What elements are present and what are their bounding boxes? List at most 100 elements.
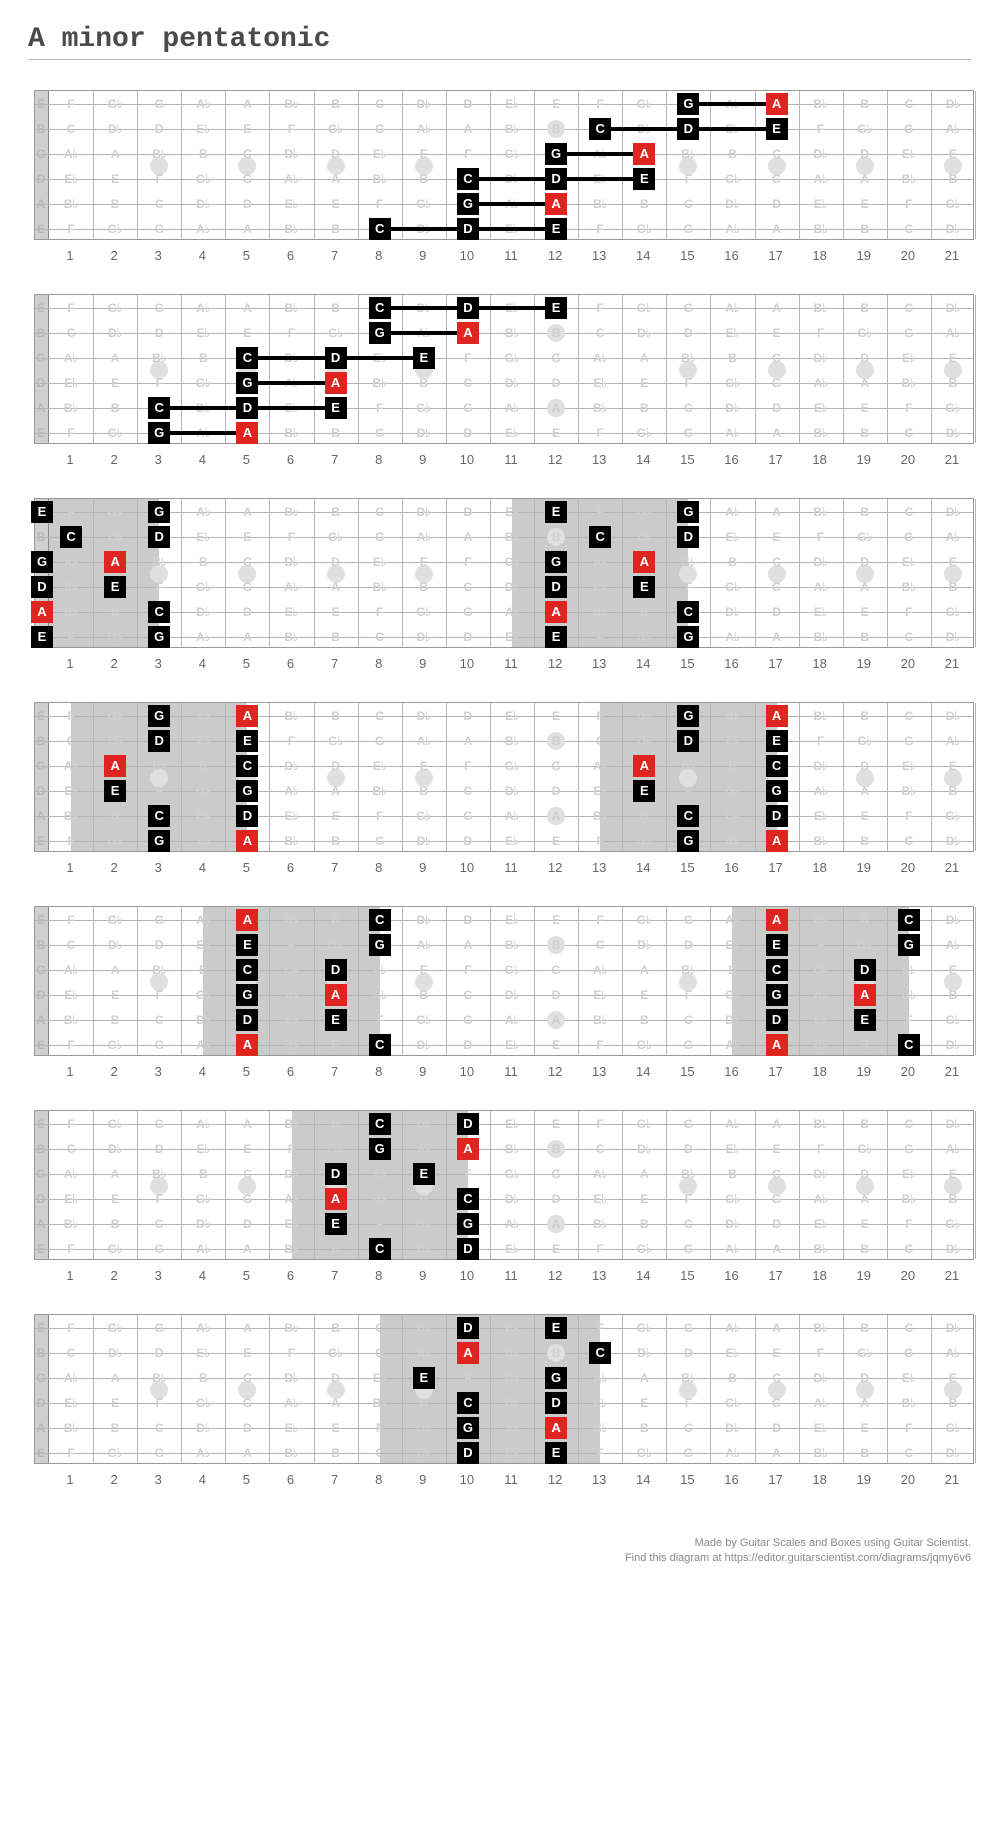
fret-number: 10 (460, 1268, 474, 1283)
scale-note: G (545, 1367, 567, 1389)
scale-note: E (545, 218, 567, 240)
scale-note: C (369, 218, 391, 240)
fret-line (181, 907, 182, 1055)
string-line (35, 970, 973, 971)
inlay-dot (547, 1011, 565, 1029)
fret-line (578, 499, 579, 647)
fret-line (269, 295, 270, 443)
string-line (35, 587, 973, 588)
fret-line (402, 907, 403, 1055)
inlay-dot (150, 361, 168, 379)
fret-line (314, 499, 315, 647)
scale-note: G (369, 934, 391, 956)
inlay-dot (150, 157, 168, 175)
fret-line (755, 499, 756, 647)
fret-line (666, 1111, 667, 1259)
nut (35, 907, 49, 1055)
fret-number: 20 (901, 452, 915, 467)
fret-line (622, 91, 623, 239)
scale-note: C (589, 118, 611, 140)
fret-number: 9 (419, 1064, 426, 1079)
fret-number: 16 (724, 1064, 738, 1079)
fret-line (799, 295, 800, 443)
root-note: A (236, 705, 258, 727)
fret-line (402, 1111, 403, 1259)
position-box (732, 907, 908, 1055)
fret-number: 21 (945, 1064, 959, 1079)
fret-number: 5 (243, 860, 250, 875)
scale-note: E (31, 626, 53, 648)
footer-line2: Find this diagram at https://editor.guit… (28, 1551, 971, 1566)
fret-line (358, 499, 359, 647)
inlay-dot (768, 1177, 786, 1195)
open-string-label: E (31, 1242, 51, 1256)
fret-number: 7 (331, 1064, 338, 1079)
fret-number: 15 (680, 452, 694, 467)
fret-number: 13 (592, 860, 606, 875)
fretboard: EBGDAEFG♭GA♭AB♭BCD♭E♭FG♭GA♭AB♭BCD♭CD♭DE♭… (34, 1314, 974, 1464)
fret-line (534, 1315, 535, 1463)
fret-number: 7 (331, 656, 338, 671)
scale-note: C (369, 1034, 391, 1056)
fret-line (490, 295, 491, 443)
fret-number: 2 (111, 248, 118, 263)
open-string-label: E (31, 1446, 51, 1460)
string-line (35, 1199, 973, 1200)
fret-line (269, 907, 270, 1055)
fret-line (666, 907, 667, 1055)
root-note: A (766, 1034, 788, 1056)
scale-note: E (236, 934, 258, 956)
fret-number: 18 (812, 1268, 826, 1283)
fret-line (975, 703, 976, 851)
scale-note: D (457, 1238, 479, 1260)
fret-number: 9 (419, 452, 426, 467)
inlay-dot (150, 769, 168, 787)
root-note: A (104, 755, 126, 777)
fret-number: 13 (592, 452, 606, 467)
fret-line (666, 703, 667, 851)
fret-line (93, 703, 94, 851)
fret-line (269, 91, 270, 239)
inlay-dot (238, 1177, 256, 1195)
scale-note: C (369, 297, 391, 319)
fret-line (931, 91, 932, 239)
fret-line (490, 703, 491, 851)
nut (35, 1111, 49, 1259)
fret-number: 6 (287, 452, 294, 467)
fret-line (358, 703, 359, 851)
fret-number: 13 (592, 656, 606, 671)
fret-line (534, 91, 535, 239)
string-line (35, 791, 973, 792)
fret-line (137, 295, 138, 443)
fret-line (843, 91, 844, 239)
fret-number: 18 (812, 656, 826, 671)
inlay-dot (547, 324, 565, 342)
scale-note: G (457, 1417, 479, 1439)
fret-number-row: 123456789101112131415161718192021 (34, 656, 974, 672)
string-line (35, 1124, 973, 1125)
diagram-position-1: EBGDAEFG♭A♭AB♭BCD♭DE♭FG♭A♭AB♭BCD♭D♭E♭EFG… (28, 498, 971, 672)
fret-number: 20 (901, 656, 915, 671)
inlay-dot (238, 1381, 256, 1399)
open-string-label: D (31, 988, 51, 1002)
fret-number: 2 (111, 860, 118, 875)
fret-line (490, 1111, 491, 1259)
scale-note: C (589, 1342, 611, 1364)
string-line (35, 945, 973, 946)
fret-number: 16 (724, 1268, 738, 1283)
inlay-dot (856, 1177, 874, 1195)
fret-line (137, 907, 138, 1055)
open-string-label: E (31, 222, 51, 236)
note-connector (380, 331, 468, 335)
root-note: A (766, 705, 788, 727)
open-string-label: G (31, 351, 51, 365)
inlay-dot (856, 1381, 874, 1399)
scale-note: G (545, 143, 567, 165)
fret-line (843, 703, 844, 851)
open-string-label: E (31, 913, 51, 927)
fret-line (181, 91, 182, 239)
scale-note: G (766, 984, 788, 1006)
scale-note: G (148, 830, 170, 852)
fret-number: 12 (548, 1268, 562, 1283)
fret-number: 20 (901, 860, 915, 875)
